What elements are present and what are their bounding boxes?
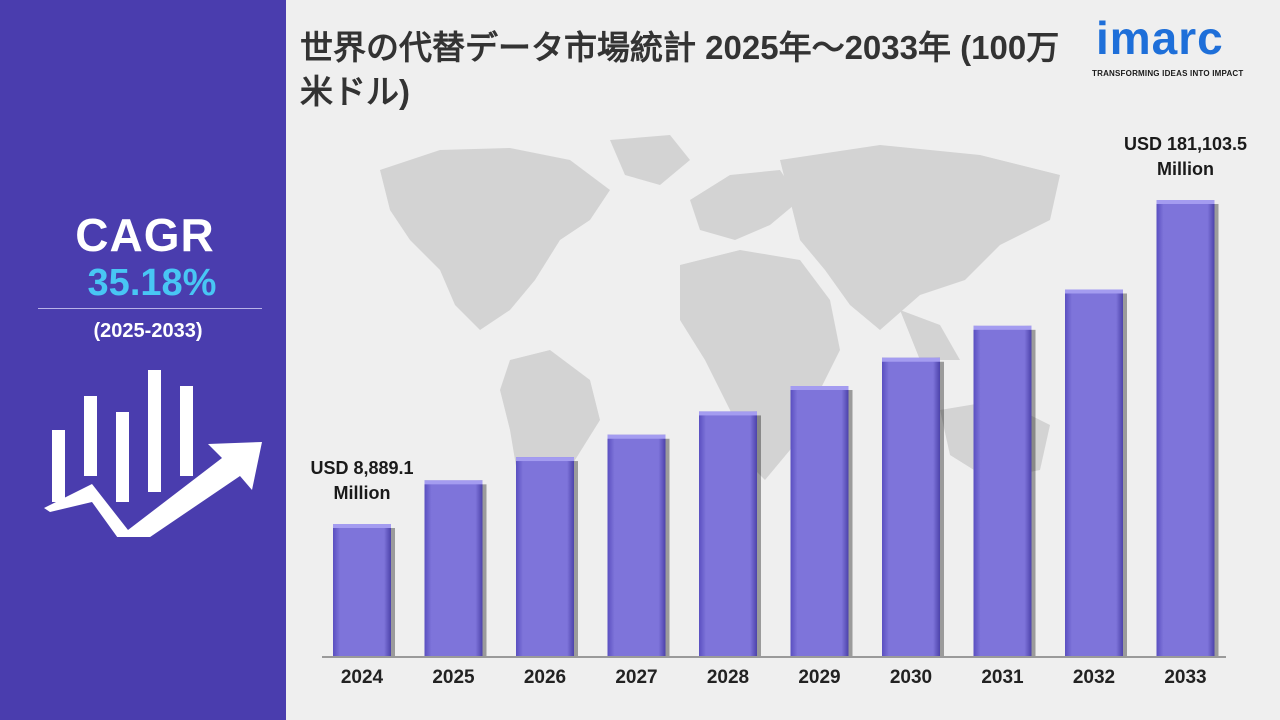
- bar-top-highlight: [333, 524, 391, 528]
- bar-2025: [424, 480, 483, 657]
- logo-wordmark: imarc: [1096, 12, 1224, 64]
- cagr-value: 35.18%: [87, 262, 217, 304]
- chart-title: 世界の代替データ市場統計 2025年～2033年 (100万米ドル): [300, 29, 1060, 110]
- cagr-period: (2025-2033): [93, 320, 203, 342]
- bar-top-highlight: [790, 386, 849, 391]
- imarc-logo: imarc TRANSFORMING IDEAS INTO IMPACT: [1092, 10, 1262, 78]
- bar-2031: [973, 325, 1032, 657]
- x-tick-label: 2026: [524, 667, 566, 688]
- cagr-label: CAGR: [75, 209, 215, 261]
- bar-2033: [1156, 200, 1215, 657]
- x-tick-label: 2029: [798, 667, 840, 688]
- data-label-unit: Million: [334, 483, 391, 503]
- bar-top-highlight: [882, 357, 940, 362]
- bar-top-highlight: [699, 411, 757, 416]
- bar-top-highlight: [973, 325, 1032, 330]
- bar-top-highlight: [1065, 289, 1123, 294]
- x-tick-label: 2028: [707, 667, 749, 688]
- world-map-background: [380, 135, 1060, 535]
- x-tick-label: 2031: [981, 667, 1024, 688]
- bar-top-highlight: [516, 457, 574, 462]
- x-tick-label: 2030: [890, 667, 932, 688]
- bar-top-highlight: [607, 434, 666, 439]
- bar-top-highlight: [424, 480, 483, 485]
- x-tick-label: 2027: [615, 667, 657, 688]
- bar-2029: [790, 386, 849, 657]
- data-label: USD 181,103.5: [1124, 134, 1247, 154]
- x-tick-label: 2024: [341, 667, 384, 688]
- growth-chart-icon: [44, 370, 262, 537]
- bar-2028: [699, 411, 757, 657]
- cagr-panel: CAGR 35.18% (2025-2033): [0, 0, 286, 720]
- x-tick-label: 2033: [1164, 667, 1206, 688]
- bar-2027: [607, 434, 666, 657]
- bar-2032: [1065, 289, 1123, 657]
- bar-2024: [333, 524, 391, 657]
- divider: [38, 308, 262, 309]
- bar-2026: [516, 457, 574, 657]
- x-tick-label: 2032: [1073, 667, 1115, 688]
- bar-2030: [882, 357, 940, 657]
- data-label-unit: Million: [1157, 159, 1214, 179]
- x-tick-label: 2025: [432, 667, 475, 688]
- logo-tagline: TRANSFORMING IDEAS INTO IMPACT: [1092, 69, 1244, 78]
- data-label: USD 8,889.1: [310, 458, 413, 478]
- bar-top-highlight: [1156, 200, 1215, 204]
